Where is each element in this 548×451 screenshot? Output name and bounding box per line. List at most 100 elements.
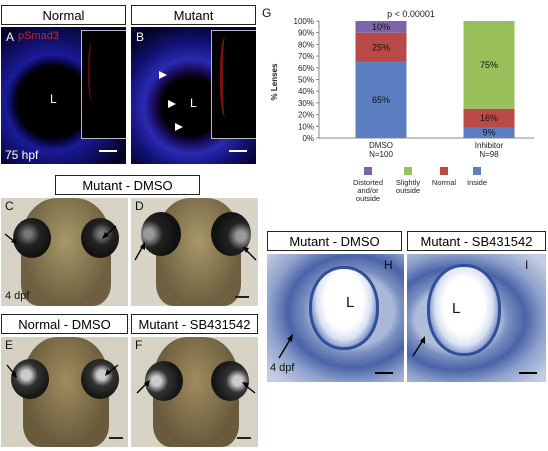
scalebar-e (109, 437, 123, 439)
legend-swatch (404, 167, 412, 175)
chart-legend: Distortedand/oroutsideSlightlyoutsideNor… (353, 167, 487, 203)
x-category-label: Inhibitor (475, 141, 504, 150)
label-dpf-c: 4 dpf (5, 290, 30, 302)
bar-segment (355, 32, 407, 62)
eye-e-left (11, 359, 49, 399)
eye-f-right (211, 361, 249, 401)
panel-letter-h: H (384, 258, 393, 272)
y-tick-label: 10% (298, 122, 314, 131)
arrow-i (412, 336, 425, 357)
inset-b-signal (220, 37, 233, 117)
eye-e-right (81, 359, 119, 399)
y-tick-label: 70% (298, 52, 314, 61)
lens-label-h: L (346, 294, 355, 311)
inset-a-signal (88, 41, 98, 101)
legend-label: Slightly (396, 178, 420, 187)
y-tick-label: 50% (298, 76, 314, 85)
data-label: 9% (482, 128, 495, 138)
arrowhead-icon (168, 100, 176, 108)
panel-letter-a: A (6, 30, 15, 44)
bar-segment (463, 127, 515, 138)
lens-i (427, 264, 501, 356)
label-pSmad3: pSmad3 (18, 30, 59, 42)
y-tick-label: 0% (302, 134, 314, 143)
panel-letter-e: E (5, 338, 14, 352)
scalebar-a (99, 150, 117, 152)
arrowheads-b (159, 71, 183, 131)
label-dpf-h: 4 dpf (270, 362, 295, 374)
panel-c-image (1, 198, 128, 306)
lens-label-a: L (50, 92, 57, 106)
bar-segment (463, 21, 515, 109)
lens-h (309, 266, 379, 350)
data-label: 65% (372, 95, 390, 105)
inset-b (211, 30, 256, 139)
y-tick-label: 20% (298, 111, 314, 120)
panel-e-image (1, 337, 128, 447)
legend-label: Normal (432, 178, 457, 187)
arrows-c (4, 225, 117, 244)
arrowhead-icon (175, 123, 183, 131)
arrows-f (136, 380, 256, 394)
data-label: 16% (480, 113, 498, 123)
y-tick-label: 80% (298, 40, 314, 49)
header-normal: Normal (1, 5, 126, 25)
x-category-n: N=100 (369, 150, 393, 159)
panel-letter-i: I (525, 258, 529, 272)
bar-segment (355, 61, 407, 139)
y-tick-label: 40% (298, 87, 314, 96)
chart-bars: 65% 25% 10% 9% 16% 75% (355, 21, 515, 139)
legend-label: outside (396, 186, 420, 195)
header-normal-dmso: Normal - DMSO (1, 314, 128, 334)
inset-a (81, 30, 126, 139)
y-tick-label: 90% (298, 29, 314, 38)
panel-f-image (131, 337, 258, 447)
panel-d-image (131, 198, 258, 306)
scalebar-b (229, 150, 247, 152)
panel-b-image (131, 27, 256, 164)
header-mutant: Mutant (131, 5, 256, 25)
arrow-h (278, 334, 293, 359)
panel-letter-d: D (135, 199, 144, 213)
panel-letter-g: G (262, 6, 272, 20)
lens-label-i: L (452, 300, 461, 317)
legend-label: outside (356, 194, 380, 203)
bar-segment (463, 108, 515, 128)
legend-swatch (440, 167, 448, 175)
header-mutant-sb-hist: Mutant - SB431542 (407, 231, 546, 251)
data-label: 10% (372, 22, 390, 32)
bar-segment (355, 21, 407, 33)
legend-swatch (364, 167, 372, 175)
eye-c-right (81, 218, 119, 258)
label-hpf: 75 hpf (5, 148, 39, 162)
header-mutant-dmso-hist: Mutant - DMSO (267, 231, 402, 251)
arrows-d (134, 242, 257, 261)
eye-d-left (141, 212, 181, 256)
scalebar-f (237, 437, 251, 439)
y-tick-label: 60% (298, 64, 314, 73)
legend-label: Distorted (353, 178, 383, 187)
y-tick-label: 100% (294, 17, 314, 26)
arrows-e (6, 364, 119, 378)
y-tick-label: 30% (298, 99, 314, 108)
scalebar-i (519, 372, 537, 374)
panel-letter-f: F (135, 338, 143, 352)
panel-a-image (1, 27, 126, 164)
panel-h-image (267, 254, 404, 382)
data-label: 25% (372, 42, 390, 52)
panel-letter-b: B (136, 30, 145, 44)
scalebar-h (375, 372, 393, 374)
header-mutant-sb: Mutant - SB431542 (131, 314, 258, 334)
legend-swatch (473, 167, 481, 175)
chart-g: p < 0.00001 % Lenses 0% 10% 20% 30% 40% 50% 60… (270, 9, 534, 203)
x-category-n: N=98 (479, 150, 499, 159)
x-category-label: DMSO (369, 141, 393, 150)
lens-label-b: L (190, 96, 197, 110)
panel-letter-c: C (5, 199, 14, 213)
chart-title: p < 0.00001 (387, 9, 435, 19)
panel-i-image (407, 254, 546, 382)
chart-ylabel: % Lenses (270, 63, 279, 100)
data-label: 75% (480, 60, 498, 70)
arrowhead-icon (159, 71, 167, 79)
